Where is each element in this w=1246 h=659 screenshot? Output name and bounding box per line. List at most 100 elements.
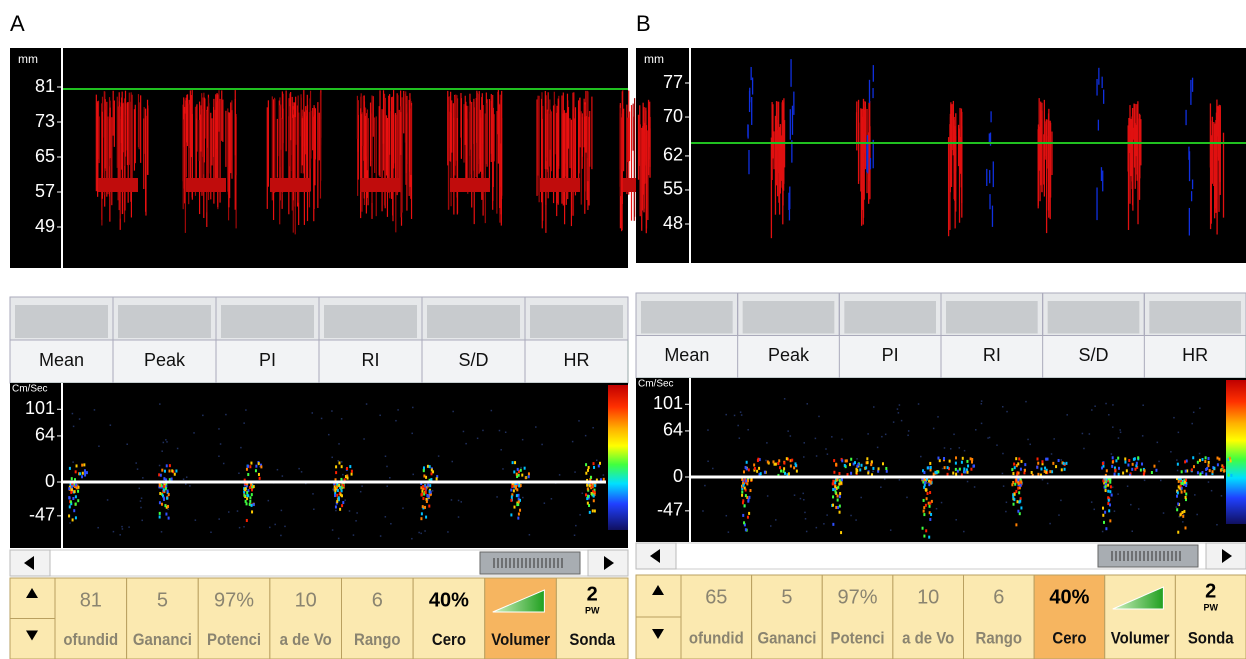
control-cell[interactable] bbox=[1033, 574, 1106, 659]
noise bbox=[907, 430, 910, 432]
spectrum bbox=[349, 465, 352, 469]
spectrum bbox=[248, 486, 251, 490]
spectrum bbox=[585, 471, 588, 475]
control-cell[interactable] bbox=[751, 574, 823, 659]
spectrum bbox=[835, 478, 838, 482]
spectrum bbox=[72, 496, 75, 500]
noise bbox=[222, 462, 225, 465]
spectrum bbox=[1205, 468, 1208, 472]
noise bbox=[738, 437, 741, 439]
control-cell[interactable] bbox=[269, 577, 342, 659]
control-cell[interactable] bbox=[1174, 574, 1246, 659]
spectrum bbox=[743, 486, 746, 490]
noise bbox=[1216, 523, 1218, 526]
control-cell[interactable] bbox=[54, 577, 128, 659]
noise bbox=[543, 502, 546, 504]
noise bbox=[803, 442, 805, 444]
spectrum bbox=[758, 473, 761, 477]
spectrum bbox=[870, 460, 873, 464]
noise bbox=[1117, 493, 1119, 495]
noise bbox=[218, 518, 220, 520]
spectrum bbox=[766, 460, 769, 464]
spectrum bbox=[1018, 491, 1021, 495]
noise bbox=[457, 516, 460, 518]
control-cell[interactable] bbox=[821, 574, 894, 659]
spectrum bbox=[832, 479, 835, 483]
noise bbox=[331, 456, 333, 459]
spectrum bbox=[952, 471, 955, 475]
measurement-value-box bbox=[221, 305, 314, 338]
spectrum bbox=[599, 478, 602, 482]
control-cell[interactable] bbox=[680, 574, 753, 659]
spectrum bbox=[1135, 461, 1138, 465]
spectrum bbox=[1134, 467, 1137, 471]
noise bbox=[1177, 431, 1180, 434]
control-label: ofundid bbox=[63, 631, 118, 649]
spectrum bbox=[791, 458, 794, 462]
noise bbox=[112, 530, 115, 533]
spectrum bbox=[250, 493, 253, 497]
spectrum bbox=[1107, 489, 1110, 493]
spectrum bbox=[1139, 468, 1142, 472]
up-button[interactable] bbox=[635, 574, 682, 618]
control-value: 2 bbox=[587, 583, 598, 605]
spectrum bbox=[955, 472, 958, 476]
noise bbox=[1002, 405, 1004, 408]
spectrum bbox=[946, 466, 949, 470]
noise bbox=[397, 409, 399, 411]
spectrum bbox=[1133, 457, 1136, 461]
spectrum bbox=[960, 460, 963, 464]
spectrum bbox=[334, 489, 337, 493]
noise bbox=[765, 459, 767, 462]
spectrum bbox=[925, 497, 928, 501]
noise bbox=[535, 426, 537, 428]
spectrum bbox=[428, 493, 431, 497]
spectrum bbox=[168, 469, 171, 473]
noise bbox=[447, 531, 449, 533]
spectrum bbox=[1219, 468, 1222, 472]
control-cell[interactable] bbox=[963, 574, 1035, 659]
spectrum bbox=[71, 518, 74, 522]
noise bbox=[818, 415, 820, 418]
control-cell[interactable] bbox=[555, 577, 629, 659]
noise bbox=[71, 412, 74, 415]
noise bbox=[996, 444, 998, 446]
control-cell[interactable] bbox=[412, 577, 486, 659]
control-label: Volumer bbox=[1111, 630, 1170, 648]
spectrum bbox=[334, 494, 337, 498]
up-button[interactable] bbox=[9, 577, 56, 619]
noise bbox=[578, 420, 580, 422]
spectrum bbox=[1185, 482, 1188, 486]
noise bbox=[880, 486, 882, 488]
noise bbox=[707, 460, 709, 463]
noise bbox=[747, 428, 749, 431]
spectrum bbox=[519, 468, 522, 472]
spectrum bbox=[1176, 494, 1179, 498]
spectrum bbox=[1124, 457, 1127, 461]
noise bbox=[1005, 501, 1008, 504]
measurement-label: Peak bbox=[768, 345, 810, 365]
spectrum bbox=[527, 475, 530, 479]
spectrum bbox=[1107, 496, 1110, 500]
noise bbox=[581, 492, 584, 495]
spectrum bbox=[929, 480, 932, 484]
noise bbox=[898, 479, 901, 481]
control-cell[interactable] bbox=[126, 577, 199, 659]
spectrum bbox=[587, 482, 590, 486]
spectrum bbox=[1104, 489, 1107, 493]
spectrum bbox=[921, 526, 924, 530]
control-cell[interactable] bbox=[892, 574, 964, 659]
control-cell[interactable] bbox=[197, 577, 271, 659]
control-cell[interactable] bbox=[341, 577, 414, 659]
noise bbox=[1113, 510, 1116, 512]
noise bbox=[770, 525, 772, 527]
noise bbox=[579, 514, 581, 516]
depth-tick-label: 70 bbox=[663, 106, 683, 126]
spectrum bbox=[1153, 464, 1156, 468]
noise bbox=[876, 446, 879, 449]
spectrum bbox=[922, 509, 925, 513]
noise bbox=[1119, 429, 1121, 431]
spectrum bbox=[1117, 466, 1120, 470]
spectrum bbox=[1180, 481, 1183, 485]
